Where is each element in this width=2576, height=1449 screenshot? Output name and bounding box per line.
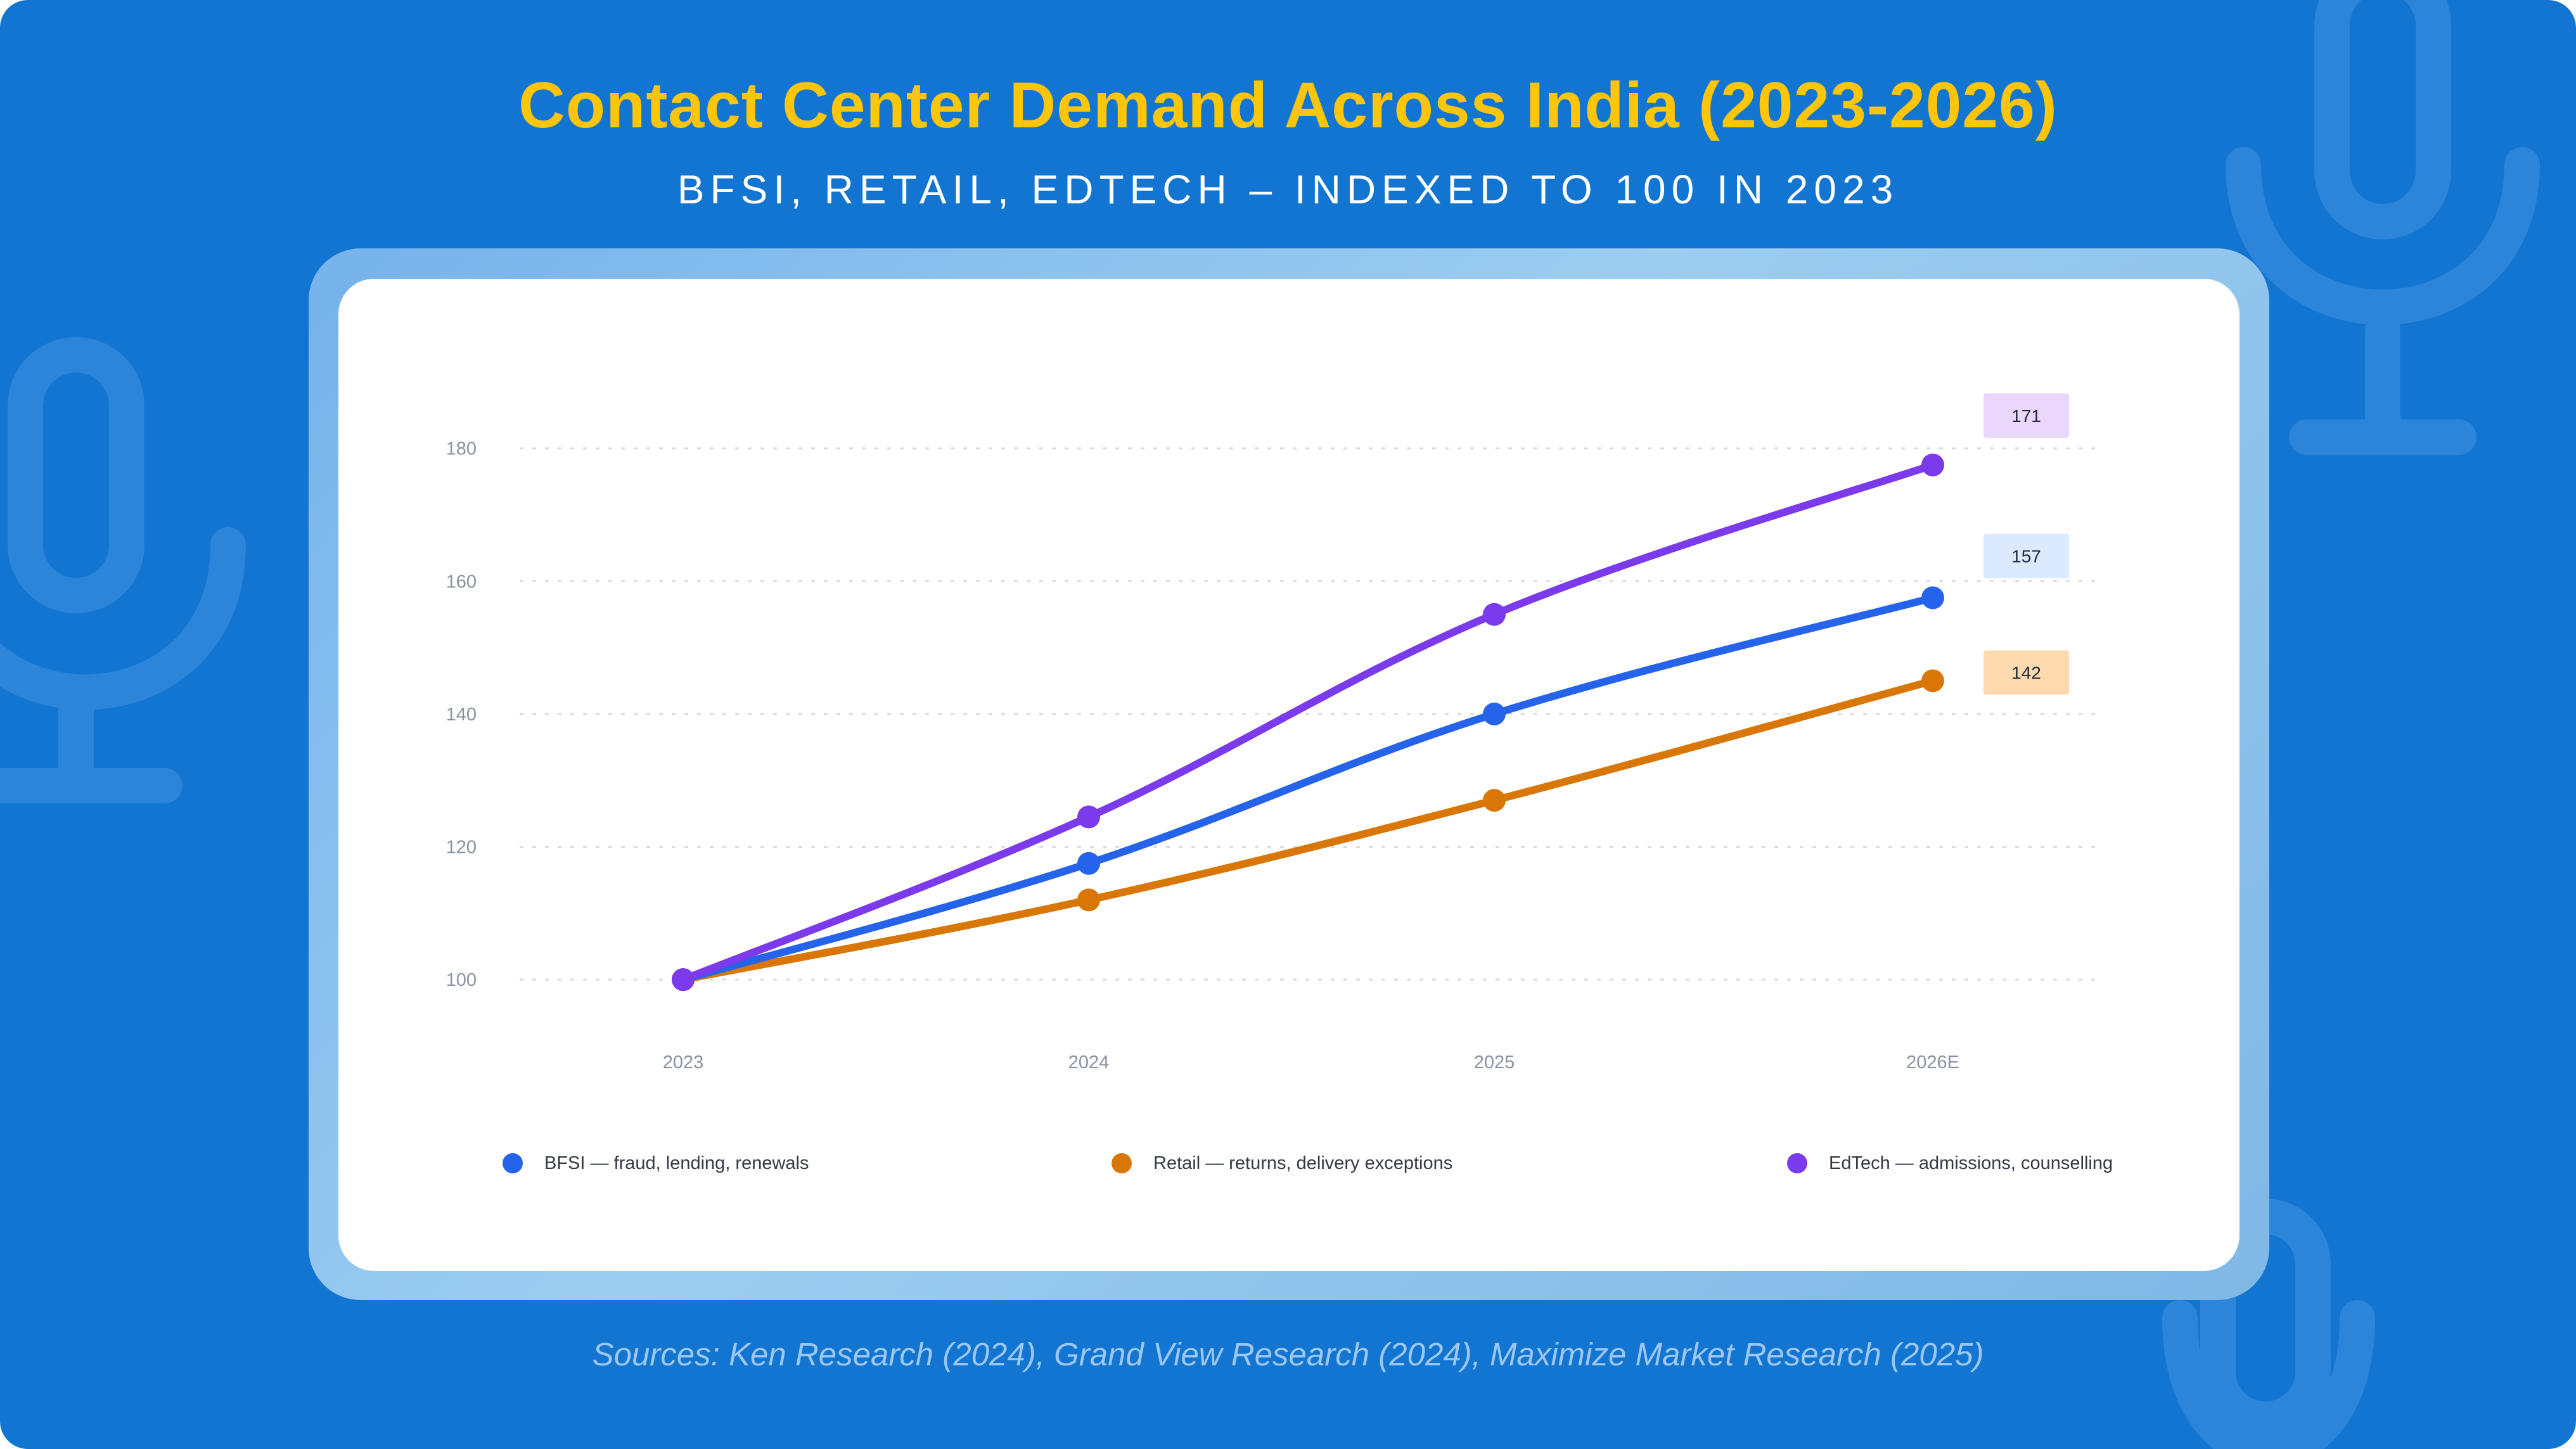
- x-tick-label: 2024: [1068, 1052, 1110, 1073]
- legend-marker: [1787, 1153, 1807, 1173]
- data-point: [1077, 805, 1100, 829]
- data-point: [672, 968, 695, 992]
- microphone-icon: [0, 337, 246, 803]
- data-point: [1483, 702, 1506, 725]
- data-point: [1483, 789, 1506, 812]
- legend-marker: [1112, 1153, 1132, 1173]
- end-value-badge-bg: [1983, 650, 2069, 695]
- grid-lines: [520, 447, 2104, 981]
- y-tick-label: 140: [446, 705, 477, 725]
- end-value-badge-bg: [1983, 393, 2069, 438]
- legend-item-bfsi: BFSI — fraud, lending, renewals: [503, 1151, 809, 1176]
- series-line: [679, 461, 1937, 984]
- y-tick-label: 120: [446, 838, 477, 858]
- y-axis-ticks: 100 120 140 160 180: [446, 439, 477, 990]
- end-value-badge: 142: [1983, 650, 2069, 695]
- end-labels: 142 157 171: [1983, 393, 2069, 695]
- sources-note: Sources: Ken Research (2024), Grand View…: [592, 1336, 1984, 1372]
- y-tick-label: 160: [446, 571, 477, 592]
- series-0: [672, 586, 1944, 992]
- series-line: [679, 677, 1937, 984]
- series-lines: [672, 453, 1944, 992]
- data-point: [1921, 453, 1944, 476]
- end-value-label: 142: [2011, 663, 2041, 683]
- data-point: [1077, 852, 1100, 875]
- page-subtitle: BFSI, RETAIL, EDTECH – INDEXED TO 100 IN…: [677, 167, 1899, 212]
- page-title: Contact Center Demand Across India (2023…: [518, 69, 2058, 141]
- end-value-badge: 157: [1983, 533, 2069, 578]
- chart-card: [338, 279, 2240, 1271]
- data-point: [1921, 669, 1944, 693]
- y-tick-label: 100: [446, 970, 477, 990]
- x-axis-ticks: 2023 2024 2025 2026E: [663, 1052, 1959, 1073]
- series-2: [672, 453, 1944, 992]
- data-point: [1483, 603, 1506, 626]
- end-value-label: 157: [2011, 547, 2041, 566]
- microphone-icon: [2226, 0, 2540, 455]
- end-value-badge-bg: [1983, 533, 2069, 578]
- series-line: [679, 594, 1937, 984]
- y-tick-label: 180: [446, 439, 477, 459]
- series-1: [672, 669, 1944, 992]
- data-point: [1921, 586, 1944, 610]
- x-tick-label: 2026E: [1906, 1052, 1959, 1073]
- legend-item-retail: Retail — returns, delivery exceptions: [1112, 1151, 1452, 1176]
- x-tick-label: 2025: [1474, 1052, 1515, 1073]
- legend-marker: [503, 1153, 523, 1173]
- data-point: [1077, 888, 1100, 912]
- legend-label: Retail — returns, delivery exceptions: [1153, 1152, 1453, 1173]
- x-tick-label: 2023: [663, 1052, 704, 1073]
- legend-label: EdTech — admissions, counselling: [1829, 1152, 2113, 1173]
- end-value-label: 171: [2011, 406, 2041, 426]
- legend-label: BFSI — fraud, lending, renewals: [544, 1152, 809, 1173]
- legend-item-edtech: EdTech — admissions, counselling: [1787, 1151, 2113, 1176]
- end-value-badge: 171: [1983, 393, 2069, 438]
